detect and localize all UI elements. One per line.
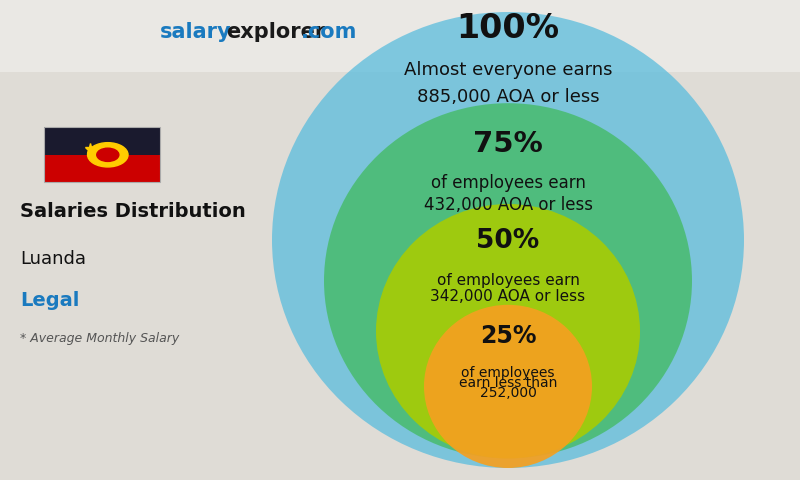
Bar	[44, 127, 160, 155]
Ellipse shape	[424, 305, 592, 468]
Text: * Average Monthly Salary: * Average Monthly Salary	[20, 332, 179, 345]
Circle shape	[97, 148, 119, 161]
Ellipse shape	[272, 12, 744, 468]
Circle shape	[87, 143, 128, 167]
Text: Legal: Legal	[20, 290, 79, 310]
Text: Luanda: Luanda	[20, 250, 86, 268]
Ellipse shape	[324, 103, 692, 458]
Text: 885,000 AOA or less: 885,000 AOA or less	[417, 88, 599, 107]
Text: 50%: 50%	[476, 228, 540, 254]
Text: earn less than: earn less than	[459, 376, 557, 390]
Text: 100%: 100%	[457, 12, 559, 45]
Text: 252,000: 252,000	[479, 386, 537, 400]
Text: of employees: of employees	[462, 366, 554, 381]
Bar	[0, 0, 800, 72]
Text: 342,000 AOA or less: 342,000 AOA or less	[430, 289, 586, 304]
Ellipse shape	[376, 204, 640, 458]
Text: explorer: explorer	[226, 22, 326, 42]
Text: salary: salary	[160, 22, 232, 42]
Text: Almost everyone earns: Almost everyone earns	[404, 60, 612, 79]
Bar	[44, 155, 160, 182]
Text: .com: .com	[301, 22, 357, 42]
Text: of employees earn: of employees earn	[430, 174, 586, 192]
Text: 25%: 25%	[480, 324, 536, 348]
Text: Salaries Distribution: Salaries Distribution	[20, 202, 246, 221]
Text: 432,000 AOA or less: 432,000 AOA or less	[423, 196, 593, 214]
Bar	[44, 127, 160, 182]
Text: of employees earn: of employees earn	[437, 273, 579, 288]
Text: 75%: 75%	[473, 130, 543, 158]
